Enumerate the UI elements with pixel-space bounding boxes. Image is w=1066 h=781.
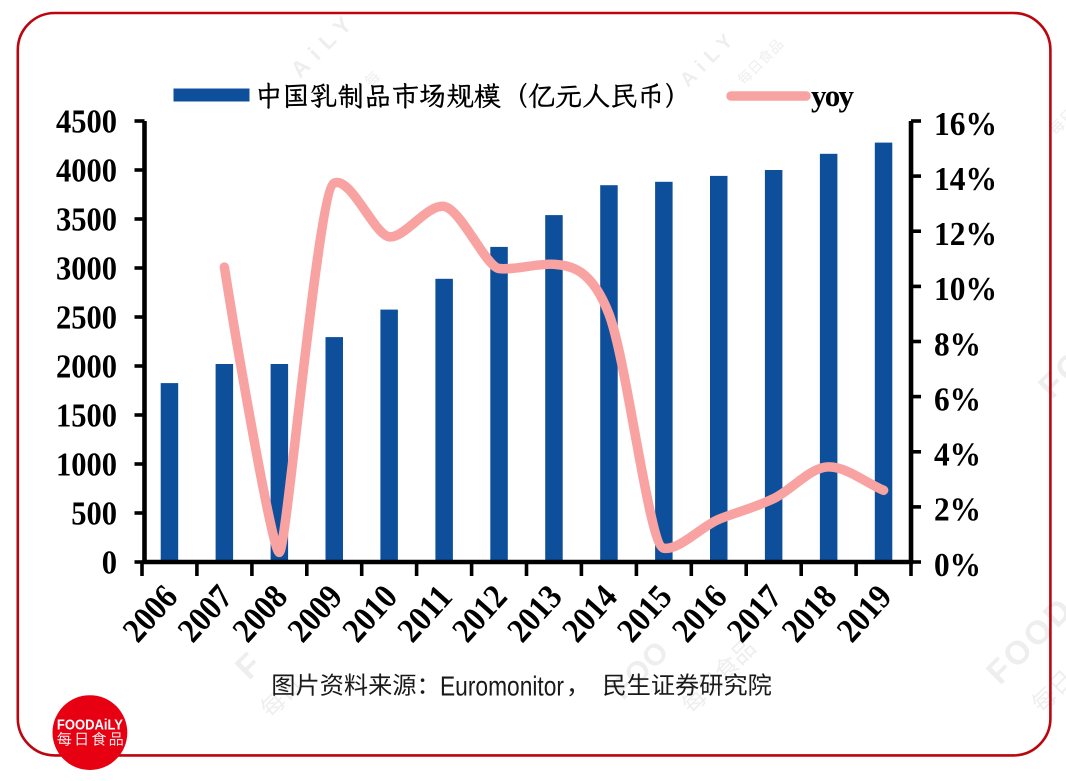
svg-text:4500: 4500 xyxy=(56,103,117,140)
svg-text:12%: 12% xyxy=(934,216,997,253)
svg-text:4%: 4% xyxy=(934,437,981,474)
svg-text:4000: 4000 xyxy=(56,152,117,189)
svg-text:6%: 6% xyxy=(934,381,981,418)
svg-text:2000: 2000 xyxy=(56,348,117,385)
svg-text:yoy: yoy xyxy=(811,78,855,113)
svg-text:16%: 16% xyxy=(934,106,997,143)
svg-text:2%: 2% xyxy=(934,492,981,529)
svg-text:500: 500 xyxy=(71,495,117,532)
svg-text:3500: 3500 xyxy=(56,201,117,238)
svg-text:Euromonitor: Euromonitor xyxy=(440,670,564,701)
svg-text:3000: 3000 xyxy=(56,250,117,287)
svg-text:8%: 8% xyxy=(934,326,981,363)
svg-text:0%: 0% xyxy=(934,547,981,584)
svg-text:2500: 2500 xyxy=(56,299,117,336)
svg-text:10%: 10% xyxy=(934,271,997,308)
svg-text:14%: 14% xyxy=(934,161,997,198)
svg-text:FOODAiLY: FOODAiLY xyxy=(57,718,123,734)
svg-text:0: 0 xyxy=(102,544,117,581)
svg-text:1500: 1500 xyxy=(56,397,117,434)
svg-text:1000: 1000 xyxy=(56,446,117,483)
